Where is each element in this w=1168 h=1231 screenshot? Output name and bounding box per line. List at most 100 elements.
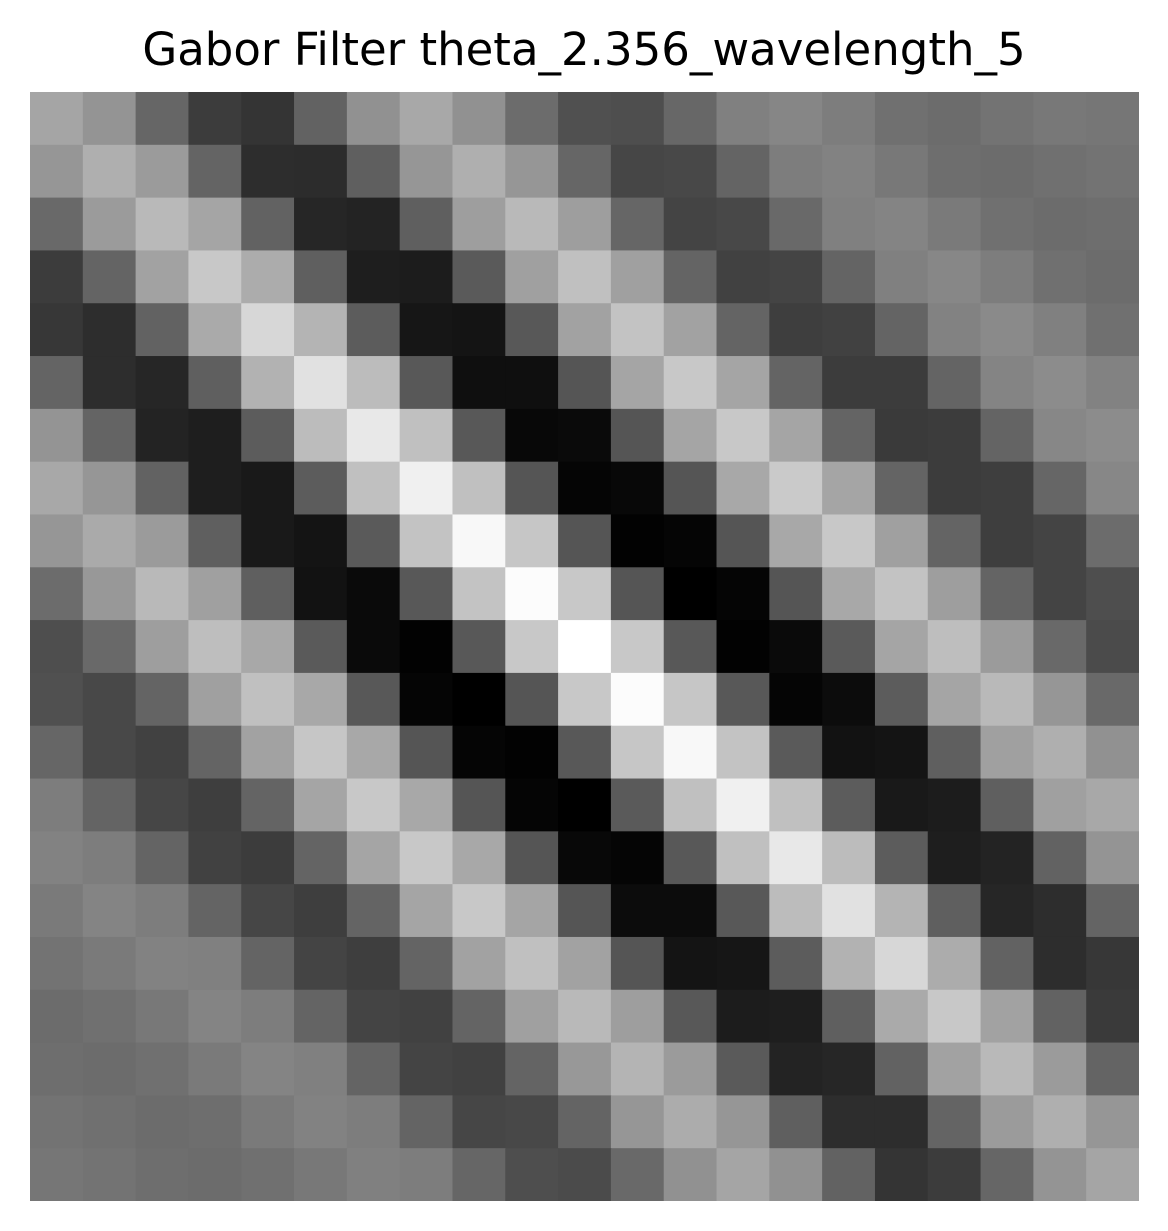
heatmap-cell-r9-c3 bbox=[188, 567, 242, 621]
heatmap-cell-r18-c11 bbox=[610, 1042, 665, 1096]
heatmap-cell-r3-c13 bbox=[716, 250, 770, 304]
heatmap-cell-r9-c6 bbox=[346, 567, 401, 621]
heatmap-cell-r13-c16 bbox=[874, 778, 929, 832]
heatmap-cell-r7-c7 bbox=[399, 461, 454, 516]
heatmap-cell-r20-c0 bbox=[30, 1148, 84, 1201]
heatmap-cell-r15-c12 bbox=[663, 884, 718, 938]
heatmap-cell-r11-c10 bbox=[558, 672, 612, 727]
heatmap-cell-r19-c0 bbox=[30, 1095, 84, 1149]
heatmap-cell-r5-c10 bbox=[558, 356, 612, 410]
heatmap-cells bbox=[30, 92, 1139, 1201]
heatmap-cell-r13-c9 bbox=[505, 778, 559, 832]
heatmap-cell-r6-c13 bbox=[716, 408, 770, 463]
heatmap-cell-r8-c20 bbox=[1086, 514, 1139, 568]
heatmap-cell-r15-c10 bbox=[558, 884, 612, 938]
heatmap-cell-r3-c10 bbox=[558, 250, 612, 304]
heatmap-cell-r10-c3 bbox=[188, 620, 242, 674]
heatmap-cell-r5-c15 bbox=[822, 356, 876, 410]
heatmap-cell-r17-c1 bbox=[82, 989, 137, 1044]
heatmap-cell-r3-c9 bbox=[505, 250, 559, 304]
heatmap-cell-r0-c14 bbox=[769, 92, 823, 146]
heatmap-cell-r3-c5 bbox=[294, 250, 348, 304]
heatmap-cell-r11-c8 bbox=[452, 672, 506, 727]
heatmap-cell-r4-c13 bbox=[716, 303, 770, 357]
heatmap-cell-r18-c20 bbox=[1086, 1042, 1139, 1096]
heatmap-cell-r17-c8 bbox=[452, 989, 506, 1044]
heatmap-cell-r1-c5 bbox=[294, 144, 348, 199]
heatmap-cell-r16-c18 bbox=[980, 936, 1034, 991]
heatmap-cell-r20-c10 bbox=[558, 1148, 612, 1201]
heatmap-cell-r19-c1 bbox=[82, 1095, 137, 1149]
heatmap-cell-r19-c19 bbox=[1033, 1095, 1087, 1149]
heatmap-cell-r12-c15 bbox=[822, 725, 876, 780]
heatmap-cell-r3-c18 bbox=[980, 250, 1034, 304]
heatmap-cell-r17-c2 bbox=[135, 989, 190, 1044]
heatmap-cell-r9-c13 bbox=[716, 567, 770, 621]
heatmap-cell-r9-c11 bbox=[610, 567, 665, 621]
heatmap-cell-r14-c9 bbox=[505, 831, 559, 885]
heatmap-cell-r4-c19 bbox=[1033, 303, 1087, 357]
heatmap-cell-r12-c19 bbox=[1033, 725, 1087, 780]
heatmap-cell-r10-c5 bbox=[294, 620, 348, 674]
heatmap-cell-r11-c3 bbox=[188, 672, 242, 727]
heatmap-cell-r15-c9 bbox=[505, 884, 559, 938]
heatmap-cell-r7-c6 bbox=[346, 461, 401, 516]
heatmap-cell-r18-c15 bbox=[822, 1042, 876, 1096]
heatmap-cell-r11-c5 bbox=[294, 672, 348, 727]
heatmap-cell-r12-c9 bbox=[505, 725, 559, 780]
heatmap-cell-r16-c11 bbox=[610, 936, 665, 991]
heatmap-cell-r9-c2 bbox=[135, 567, 190, 621]
heatmap-cell-r3-c7 bbox=[399, 250, 454, 304]
heatmap-cell-r17-c19 bbox=[1033, 989, 1087, 1044]
heatmap-cell-r11-c20 bbox=[1086, 672, 1139, 727]
heatmap-cell-r2-c9 bbox=[505, 197, 559, 252]
heatmap-cell-r20-c7 bbox=[399, 1148, 454, 1201]
heatmap-cell-r19-c7 bbox=[399, 1095, 454, 1149]
heatmap-cell-r20-c20 bbox=[1086, 1148, 1139, 1201]
heatmap-cell-r8-c6 bbox=[346, 514, 401, 568]
heatmap-cell-r4-c16 bbox=[874, 303, 929, 357]
heatmap-cell-r19-c18 bbox=[980, 1095, 1034, 1149]
heatmap-cell-r1-c16 bbox=[874, 144, 929, 199]
heatmap-cell-r17-c20 bbox=[1086, 989, 1139, 1044]
heatmap-cell-r15-c6 bbox=[346, 884, 401, 938]
heatmap-cell-r0-c4 bbox=[241, 92, 295, 146]
heatmap-cell-r14-c10 bbox=[558, 831, 612, 885]
heatmap-cell-r18-c5 bbox=[294, 1042, 348, 1096]
heatmap-cell-r6-c16 bbox=[874, 408, 929, 463]
heatmap-cell-r9-c0 bbox=[30, 567, 84, 621]
heatmap-cell-r2-c7 bbox=[399, 197, 454, 252]
heatmap-cell-r7-c10 bbox=[558, 461, 612, 516]
heatmap-cell-r14-c15 bbox=[822, 831, 876, 885]
heatmap-cell-r9-c19 bbox=[1033, 567, 1087, 621]
heatmap-cell-r9-c9 bbox=[505, 567, 559, 621]
heatmap-cell-r2-c15 bbox=[822, 197, 876, 252]
heatmap-cell-r17-c9 bbox=[505, 989, 559, 1044]
heatmap-cell-r3-c14 bbox=[769, 250, 823, 304]
heatmap-cell-r16-c20 bbox=[1086, 936, 1139, 991]
heatmap-cell-r19-c12 bbox=[663, 1095, 718, 1149]
heatmap-cell-r10-c9 bbox=[505, 620, 559, 674]
heatmap-cell-r4-c5 bbox=[294, 303, 348, 357]
heatmap-cell-r13-c14 bbox=[769, 778, 823, 832]
heatmap-cell-r5-c13 bbox=[716, 356, 770, 410]
heatmap-cell-r16-c0 bbox=[30, 936, 84, 991]
heatmap-cell-r15-c2 bbox=[135, 884, 190, 938]
heatmap-cell-r7-c20 bbox=[1086, 461, 1139, 516]
heatmap-cell-r15-c14 bbox=[769, 884, 823, 938]
heatmap-cell-r14-c2 bbox=[135, 831, 190, 885]
heatmap-cell-r3-c20 bbox=[1086, 250, 1139, 304]
heatmap-cell-r11-c13 bbox=[716, 672, 770, 727]
heatmap-cell-r8-c14 bbox=[769, 514, 823, 568]
heatmap-cell-r2-c2 bbox=[135, 197, 190, 252]
heatmap-cell-r1-c19 bbox=[1033, 144, 1087, 199]
heatmap-cell-r16-c5 bbox=[294, 936, 348, 991]
heatmap-cell-r4-c1 bbox=[82, 303, 137, 357]
heatmap-cell-r4-c15 bbox=[822, 303, 876, 357]
heatmap-cell-r8-c15 bbox=[822, 514, 876, 568]
heatmap-cell-r18-c19 bbox=[1033, 1042, 1087, 1096]
heatmap-cell-r11-c19 bbox=[1033, 672, 1087, 727]
heatmap-cell-r2-c14 bbox=[769, 197, 823, 252]
heatmap-cell-r13-c19 bbox=[1033, 778, 1087, 832]
heatmap-cell-r18-c12 bbox=[663, 1042, 718, 1096]
